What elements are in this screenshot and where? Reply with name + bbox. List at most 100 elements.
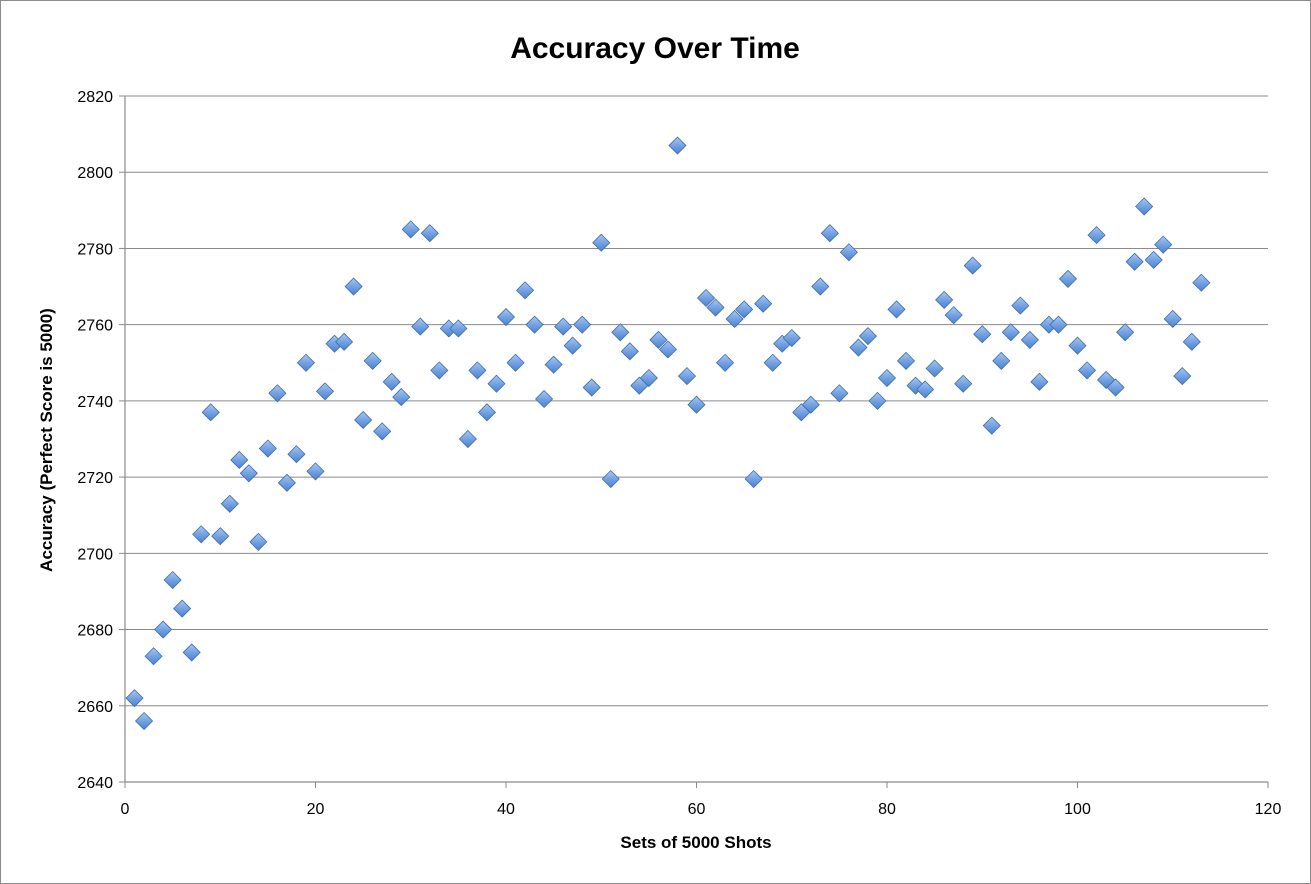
y-tick-label: 2800 xyxy=(77,165,113,182)
data-point xyxy=(144,647,163,666)
data-point xyxy=(134,711,154,731)
chart-title: Accuracy Over Time xyxy=(510,32,800,65)
data-point xyxy=(411,317,430,336)
data-point xyxy=(601,469,620,489)
data-point xyxy=(649,330,668,349)
y-tick-label: 2700 xyxy=(77,546,113,563)
data-point xyxy=(392,388,411,407)
data-point xyxy=(230,450,249,470)
data-point xyxy=(468,361,487,380)
data-point xyxy=(192,525,211,544)
x-tick-label: 60 xyxy=(688,801,706,818)
data-point xyxy=(801,395,820,414)
data-point xyxy=(620,342,639,361)
data-point xyxy=(1182,332,1201,351)
data-point xyxy=(992,351,1011,370)
data-point xyxy=(658,340,677,359)
data-point xyxy=(430,361,449,380)
data-point xyxy=(535,389,554,409)
data-point xyxy=(344,277,363,296)
data-point xyxy=(1087,226,1106,245)
data-point xyxy=(458,429,477,449)
data-point xyxy=(1001,323,1020,342)
data-point xyxy=(573,315,592,334)
data-point xyxy=(782,328,801,348)
data-point xyxy=(668,136,687,155)
data-point xyxy=(896,351,916,370)
data-point xyxy=(887,300,906,319)
data-point xyxy=(1058,269,1078,288)
data-point xyxy=(839,243,858,262)
data-point xyxy=(182,643,201,662)
data-point xyxy=(373,422,392,441)
data-point xyxy=(335,332,354,351)
data-point xyxy=(582,378,601,397)
data-point xyxy=(1049,315,1068,334)
data-point xyxy=(1030,372,1049,391)
y-tick-label: 2820 xyxy=(77,89,113,106)
data-point xyxy=(868,391,887,410)
y-tick-labels: 2640 2660 2680 2700 2720 2740 2760 2780 2800 2820 xyxy=(77,89,113,792)
data-point xyxy=(525,315,544,334)
data-point xyxy=(725,309,744,329)
data-point xyxy=(163,570,182,590)
data-point xyxy=(763,353,782,372)
y-tick-label: 2640 xyxy=(77,775,113,792)
data-point xyxy=(954,374,973,393)
data-point xyxy=(963,256,982,275)
data-point xyxy=(249,532,268,551)
x-tick-label: 100 xyxy=(1064,801,1091,818)
data-point xyxy=(1011,296,1030,315)
data-point xyxy=(849,338,868,357)
data-point xyxy=(1135,197,1154,216)
data-point xyxy=(496,307,516,327)
data-point xyxy=(258,439,277,458)
data-point xyxy=(754,294,773,313)
data-point xyxy=(220,494,239,513)
y-tick-label: 2780 xyxy=(77,241,113,258)
data-point xyxy=(1173,367,1192,386)
data-point xyxy=(354,410,373,430)
data-points xyxy=(125,136,1211,731)
data-point xyxy=(916,380,935,399)
x-tick-label: 120 xyxy=(1255,801,1282,818)
x-tick-labels: 0 20 40 60 80 100 120 xyxy=(121,801,1282,818)
data-point xyxy=(1077,361,1097,380)
data-point xyxy=(696,288,716,308)
data-point xyxy=(554,317,573,336)
data-point xyxy=(211,527,230,546)
axes xyxy=(119,95,1269,788)
data-point xyxy=(1192,273,1211,292)
data-point xyxy=(592,233,611,252)
data-point xyxy=(1020,330,1039,349)
gridlines xyxy=(125,95,1268,707)
data-point xyxy=(1106,378,1125,397)
x-axis-label: Sets of 5000 Shots xyxy=(620,833,771,852)
data-point xyxy=(125,689,144,708)
x-tick-label: 0 xyxy=(121,801,130,818)
data-point xyxy=(925,359,944,378)
data-point xyxy=(544,355,563,374)
y-axis-label: Accuracy (Perfect Score is 5000) xyxy=(37,308,56,572)
data-point xyxy=(687,395,706,414)
data-point xyxy=(382,372,401,391)
data-point xyxy=(173,599,192,618)
data-point xyxy=(811,277,830,296)
data-point xyxy=(296,353,316,372)
y-tick-label: 2680 xyxy=(77,623,113,640)
data-point xyxy=(1144,250,1163,269)
data-point xyxy=(982,416,1001,435)
data-point xyxy=(858,327,878,346)
data-point xyxy=(1125,252,1144,271)
data-point xyxy=(830,384,849,403)
data-point xyxy=(487,374,506,393)
data-point xyxy=(363,351,382,370)
data-point xyxy=(277,473,296,492)
data-point xyxy=(935,290,954,309)
data-point xyxy=(944,306,963,325)
data-point xyxy=(1154,235,1173,254)
y-tick-label: 2760 xyxy=(77,318,113,335)
data-point xyxy=(1163,309,1182,329)
